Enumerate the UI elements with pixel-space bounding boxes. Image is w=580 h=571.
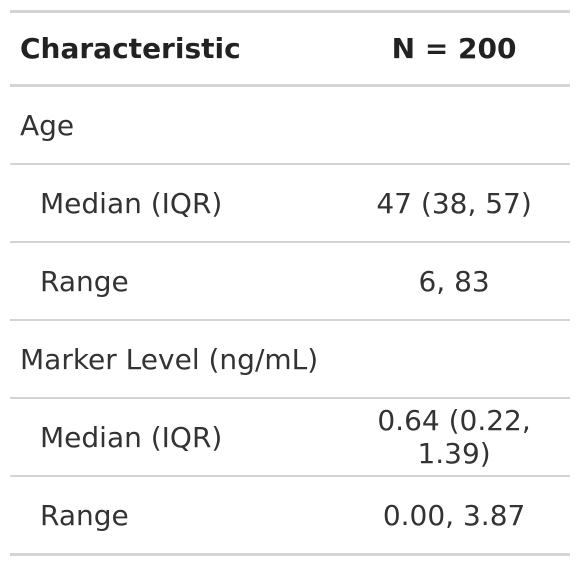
- row-value: 0.00, 3.87: [338, 476, 570, 555]
- n-header: N = 200: [338, 12, 570, 86]
- row-label: Median (IQR): [10, 164, 338, 242]
- row-value: 47 (38, 57): [338, 164, 570, 242]
- header-row: Characteristic N = 200: [10, 12, 570, 86]
- row-label: Median (IQR): [10, 398, 338, 476]
- row-label: Marker Level (ng/mL): [10, 320, 338, 398]
- row-value: [338, 86, 570, 165]
- table-row-age-range: Range 6, 83: [10, 242, 570, 320]
- table-row-marker-level: Marker Level (ng/mL): [10, 320, 570, 398]
- characteristic-header: Characteristic: [10, 12, 338, 86]
- row-label: Range: [10, 242, 338, 320]
- row-value: 6, 83: [338, 242, 570, 320]
- row-value: 0.64 (0.22, 1.39): [338, 398, 570, 476]
- table-row-age: Age: [10, 86, 570, 165]
- row-label: Range: [10, 476, 338, 555]
- table-row-marker-range: Range 0.00, 3.87: [10, 476, 570, 555]
- summary-table: Characteristic N = 200 Age Median (IQR) …: [10, 10, 570, 556]
- table-row-marker-median: Median (IQR) 0.64 (0.22, 1.39): [10, 398, 570, 476]
- row-value: [338, 320, 570, 398]
- table-row-age-median: Median (IQR) 47 (38, 57): [10, 164, 570, 242]
- row-label: Age: [10, 86, 338, 165]
